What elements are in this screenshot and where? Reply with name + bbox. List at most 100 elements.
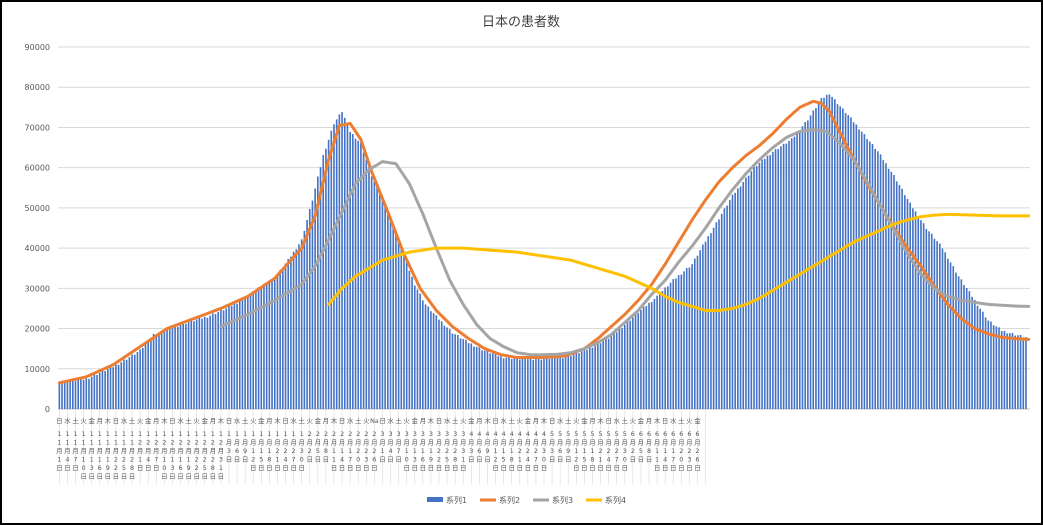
bar xyxy=(699,250,701,409)
x-tick-date-char: 4 xyxy=(493,430,497,438)
x-tick-day: 水 xyxy=(290,416,297,425)
x-tick-date-char: 日 xyxy=(444,464,451,472)
bar xyxy=(438,319,440,409)
bar xyxy=(424,304,427,409)
x-tick-date-char: 4 xyxy=(526,456,530,464)
bar xyxy=(478,347,481,409)
bar xyxy=(766,155,769,409)
x-tick-date-char: 1 xyxy=(275,430,279,438)
x-tick-date-char: 3 xyxy=(550,447,554,455)
x-tick-date-char: 日 xyxy=(387,456,394,464)
bar xyxy=(171,328,174,409)
x-tick-date-char: 2 xyxy=(195,456,199,464)
bar xyxy=(688,267,691,409)
x-tick-date-char: 日 xyxy=(266,464,273,472)
x-tick-date-char: 月 xyxy=(379,439,386,447)
x-tick-date-char: 2 xyxy=(518,447,522,455)
x-tick-date-char: 1 xyxy=(510,447,514,455)
bar xyxy=(209,315,211,409)
x-tick-date-char: 0 xyxy=(162,464,166,472)
x-tick-date-char: 2 xyxy=(445,447,449,455)
x-tick-date-char: 月 xyxy=(201,447,208,455)
bar xyxy=(645,306,648,409)
x-tick-date-char: 2 xyxy=(372,430,376,438)
x-tick-date-char: 9 xyxy=(243,447,247,455)
x-tick-date-char: 6 xyxy=(558,447,562,455)
x-tick-date-char: 0 xyxy=(679,456,683,464)
bar xyxy=(317,176,319,409)
bar xyxy=(1017,335,1019,409)
bar xyxy=(715,222,718,409)
bar xyxy=(677,275,680,409)
x-tick-date-char: 日 xyxy=(420,464,427,472)
x-tick-date-char: 3 xyxy=(413,456,417,464)
x-tick-date-char: 7 xyxy=(292,456,296,464)
x-tick-date-char: 1 xyxy=(187,430,191,438)
x-tick-date-char: 0 xyxy=(623,456,627,464)
x-tick-date-char: 3 xyxy=(461,430,465,438)
x-tick-date-char: 日 xyxy=(686,464,693,472)
x-tick-date-char: 日 xyxy=(137,464,144,472)
bar xyxy=(77,379,80,409)
x-tick-date-char: 9 xyxy=(187,464,191,472)
x-tick-date-char: 月 xyxy=(169,447,176,455)
x-tick-date-char: 4 xyxy=(146,456,150,464)
bar xyxy=(774,149,777,409)
bar xyxy=(731,194,734,409)
x-tick-date-char: 日 xyxy=(339,464,346,472)
bar xyxy=(338,114,341,409)
x-tick-date-char: 日 xyxy=(460,464,467,472)
x-tick-day: 土 xyxy=(129,416,136,425)
x-tick-day: 月 xyxy=(420,417,427,425)
x-tick-date-char: 1 xyxy=(114,430,118,438)
x-tick-date-char: 月 xyxy=(113,447,120,455)
bar xyxy=(222,310,225,409)
bar xyxy=(842,108,844,409)
x-tick-day: 火 xyxy=(517,417,524,425)
x-tick-day: 木 xyxy=(218,416,225,425)
bar xyxy=(739,186,742,409)
x-tick-date-char: 8 xyxy=(130,464,134,472)
bar xyxy=(362,152,365,410)
x-tick-date-char: 7 xyxy=(671,456,675,464)
x-tick-date-char: 3 xyxy=(388,430,392,438)
bar xyxy=(912,208,914,409)
x-tick-date-char: 日 xyxy=(379,456,386,464)
x-tick-date-char: 日 xyxy=(638,456,645,464)
legend: 系列1 系列2 系列3 系列4 xyxy=(427,495,626,505)
x-tick-date-char: 8 xyxy=(453,456,457,464)
bar xyxy=(88,378,90,409)
x-tick-date-char: 月 xyxy=(387,439,394,447)
x-tick-date-char: 日 xyxy=(428,464,435,472)
bar xyxy=(868,141,871,409)
bar xyxy=(1008,333,1011,409)
x-tick-date-char: 日 xyxy=(88,473,95,481)
bar xyxy=(325,148,327,410)
x-tick-date-char: 日 xyxy=(662,464,669,472)
y-tick-label: 80000 xyxy=(25,83,50,92)
x-tick-date-char: 日 xyxy=(129,473,136,481)
x-tick-date-char: 1 xyxy=(348,447,352,455)
bar xyxy=(257,287,260,409)
x-tick-date-char: 日 xyxy=(169,473,176,481)
bar xyxy=(370,176,373,409)
bar xyxy=(443,325,446,409)
bar xyxy=(710,233,712,409)
bar xyxy=(570,355,572,409)
x-tick-date-char: 1 xyxy=(203,430,207,438)
x-tick-date-char: 3 xyxy=(429,430,433,438)
bar xyxy=(537,357,540,409)
x-tick-date-char: 1 xyxy=(122,439,126,447)
x-tick-date-char: 1 xyxy=(90,430,94,438)
x-tick-date-char: 日 xyxy=(403,464,410,472)
bar xyxy=(685,268,688,409)
bar xyxy=(930,233,933,409)
bar xyxy=(284,263,287,409)
bar xyxy=(413,285,416,409)
x-tick-date-char: 2 xyxy=(283,447,287,455)
legend-label: 系列3 xyxy=(552,495,573,505)
bar xyxy=(750,171,753,409)
x-tick-date-char: 月 xyxy=(589,439,596,447)
x-tick-day: 木 xyxy=(654,416,661,425)
